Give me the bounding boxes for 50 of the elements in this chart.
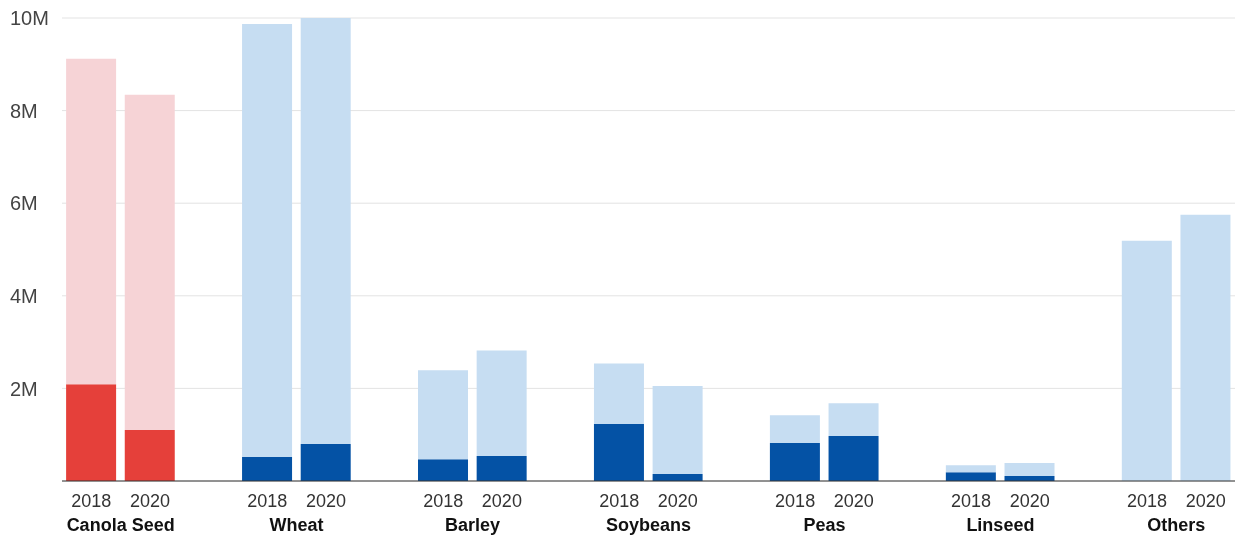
bar	[476, 350, 527, 456]
x-tick-label: 2020	[657, 491, 698, 511]
text: Canola Seed	[66, 515, 175, 535]
bar	[418, 370, 469, 460]
x-tick-label: 2020	[1185, 491, 1226, 511]
text: Others	[1147, 515, 1206, 535]
x-tick-label: 2020	[129, 491, 170, 511]
x-tick-label: 2018	[599, 491, 640, 511]
bar	[945, 472, 996, 481]
text: Linseed	[966, 515, 1035, 535]
x-tick-label: 2018	[775, 491, 816, 511]
x-tick-label: 2018	[951, 491, 992, 511]
bar	[769, 415, 820, 444]
y-tick-label: 8M	[10, 99, 38, 122]
bar	[476, 456, 527, 481]
bar	[124, 94, 175, 431]
x-tick-label: 2020	[481, 491, 522, 511]
text: Barley	[445, 515, 501, 535]
bar	[418, 459, 469, 481]
bar	[300, 18, 351, 444]
y-tick-label: 4M	[10, 284, 38, 307]
bar	[242, 456, 293, 481]
x-tick-label: 2020	[1009, 491, 1050, 511]
text: Wheat	[269, 515, 324, 535]
bar	[1004, 462, 1055, 476]
x-tick-label: 2018	[1127, 491, 1168, 511]
bar	[945, 465, 996, 473]
bar	[300, 443, 351, 481]
y-tick-label: 2M	[10, 377, 38, 400]
bar	[124, 430, 175, 481]
bar	[242, 24, 293, 457]
bar	[593, 363, 644, 425]
x-tick-label: 2020	[305, 491, 346, 511]
y-tick-label: 10M	[10, 7, 49, 30]
text: Peas	[803, 515, 846, 535]
x-tick-label: 2018	[71, 491, 112, 511]
bar	[66, 58, 117, 385]
bar	[1121, 240, 1172, 481]
bar	[66, 384, 117, 481]
y-tick-label: 6M	[10, 192, 38, 215]
text: Soybeans	[605, 515, 692, 535]
x-tick-label: 2018	[247, 491, 288, 511]
bar	[593, 424, 644, 481]
bar	[769, 443, 820, 481]
x-tick-label: 2018	[423, 491, 464, 511]
bar	[828, 403, 879, 437]
bar	[1180, 214, 1231, 481]
bar	[652, 386, 703, 475]
bar	[828, 436, 879, 481]
x-tick-label: 2020	[833, 491, 874, 511]
